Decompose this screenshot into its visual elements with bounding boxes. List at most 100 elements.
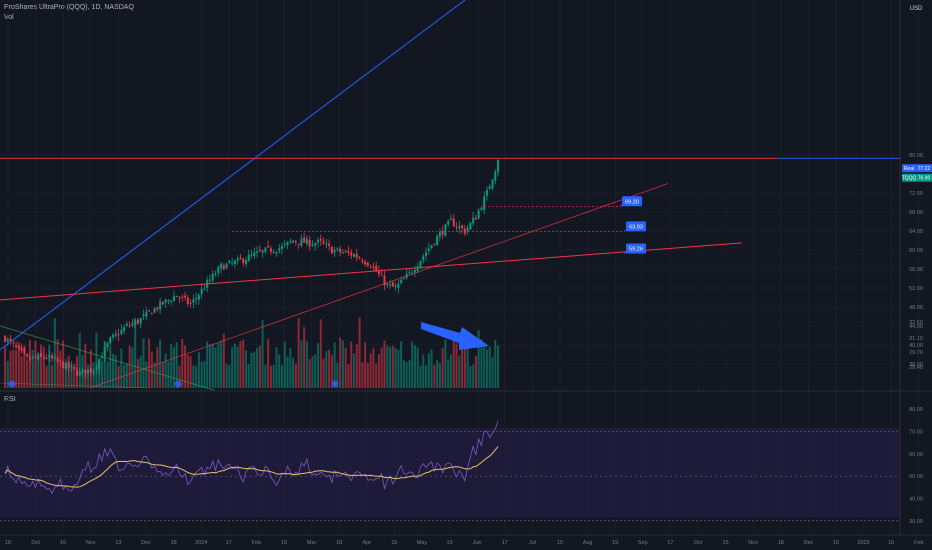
price-tick-label: 80.00 — [909, 153, 923, 159]
volume-bar — [308, 358, 311, 388]
candle-body — [244, 260, 247, 265]
candle-body — [84, 369, 87, 375]
time-tick-label: 18 — [171, 540, 177, 546]
volume-bar — [303, 327, 306, 388]
volume-bar — [491, 357, 494, 388]
volume-bars — [4, 317, 500, 388]
volume-bar — [466, 341, 469, 388]
volume-bar — [430, 349, 433, 388]
time-tick-label: 17 — [667, 540, 673, 546]
candle-body — [184, 295, 187, 298]
volume-bar — [317, 343, 320, 388]
volume-bar — [17, 342, 20, 388]
time-tick-label: 17 — [502, 540, 508, 546]
volume-bar — [242, 339, 245, 388]
candle-body — [192, 299, 195, 303]
candle-body — [353, 254, 356, 257]
candle-body — [214, 274, 217, 276]
volume-bar — [294, 363, 297, 388]
volume-bar — [366, 362, 369, 388]
candle-body — [438, 232, 441, 237]
candle-body — [26, 354, 29, 357]
volume-bar — [383, 340, 386, 388]
support-trendline — [0, 242, 743, 301]
candle-body — [300, 238, 303, 246]
candle-body — [159, 301, 162, 310]
volume-bar — [244, 350, 247, 388]
candle-body — [361, 260, 364, 263]
candle-body — [497, 160, 500, 173]
volume-bar — [167, 361, 170, 388]
volume-bar — [51, 365, 54, 388]
candle-body — [267, 246, 270, 248]
candle-body — [150, 312, 153, 315]
volume-bar — [239, 341, 242, 388]
price-callout-label: 69.20 — [625, 199, 639, 205]
candle-body — [336, 248, 339, 250]
candle-body — [461, 225, 464, 229]
volume-bar — [283, 341, 286, 388]
volume-bar — [341, 340, 344, 388]
volume-bar — [336, 362, 339, 388]
price-tag-last-value: 76.90 — [918, 176, 931, 182]
candle-body — [297, 243, 300, 245]
volume-bar — [114, 355, 117, 388]
candle-body — [164, 299, 167, 303]
volume-bar — [28, 340, 31, 388]
time-tick-label: Apr — [363, 540, 372, 546]
candle-body — [488, 186, 491, 190]
candle-body — [380, 274, 383, 276]
volume-bar — [469, 365, 472, 388]
price-tick-label: 44.00 — [909, 324, 923, 330]
candle-body — [483, 196, 486, 210]
candle-body — [472, 217, 475, 224]
volume-bar — [4, 346, 6, 388]
candle-body — [112, 334, 115, 338]
volume-bar — [258, 345, 261, 388]
downtrend-line-green — [0, 325, 215, 391]
candle-body — [228, 260, 231, 263]
volume-bar — [200, 361, 203, 388]
candle-body — [200, 288, 203, 295]
time-tick-label: 2024 — [195, 540, 207, 546]
candle-body — [275, 251, 278, 254]
candle-body — [494, 171, 497, 181]
candle-body — [51, 355, 54, 359]
volume-bar — [330, 354, 333, 388]
candle-body — [189, 303, 192, 305]
candle-body — [95, 367, 98, 370]
candle-body — [195, 297, 198, 300]
volume-bar — [233, 343, 236, 388]
candle-body — [386, 283, 389, 285]
candle-body — [15, 345, 18, 348]
candle-body — [89, 367, 92, 373]
time-tick-label: Jul — [529, 540, 536, 546]
candle-body — [92, 370, 95, 374]
candle-body — [411, 272, 414, 274]
price-tick-label: 36.00 — [909, 362, 923, 368]
price-tag-real-value: 77.22 — [918, 166, 931, 172]
candle-body — [281, 246, 283, 249]
candle-body — [269, 248, 272, 252]
price-tick-label: 60.00 — [909, 248, 923, 254]
volume-bar — [389, 346, 392, 388]
volume-bar — [100, 360, 103, 388]
candle-body — [120, 329, 123, 335]
time-tick-label: 16 — [833, 540, 839, 546]
volume-bar — [333, 342, 336, 388]
candle-body — [197, 295, 200, 300]
time-tick-label: 15 — [391, 540, 397, 546]
candle-body — [37, 354, 40, 360]
volume-bar — [413, 345, 416, 388]
symbol-title: ProShares UltraPro (QQQ), 1D, NASDAQ — [4, 4, 134, 11]
volume-bar — [31, 350, 34, 388]
candle-body — [128, 325, 131, 327]
time-tick-label: Mar — [307, 540, 317, 546]
time-tick-label: 2025 — [857, 540, 869, 546]
candle-body — [170, 301, 173, 303]
volume-bar — [253, 351, 256, 388]
volume-bar — [322, 358, 325, 388]
candle-body — [98, 359, 101, 370]
volume-bar — [441, 348, 444, 388]
